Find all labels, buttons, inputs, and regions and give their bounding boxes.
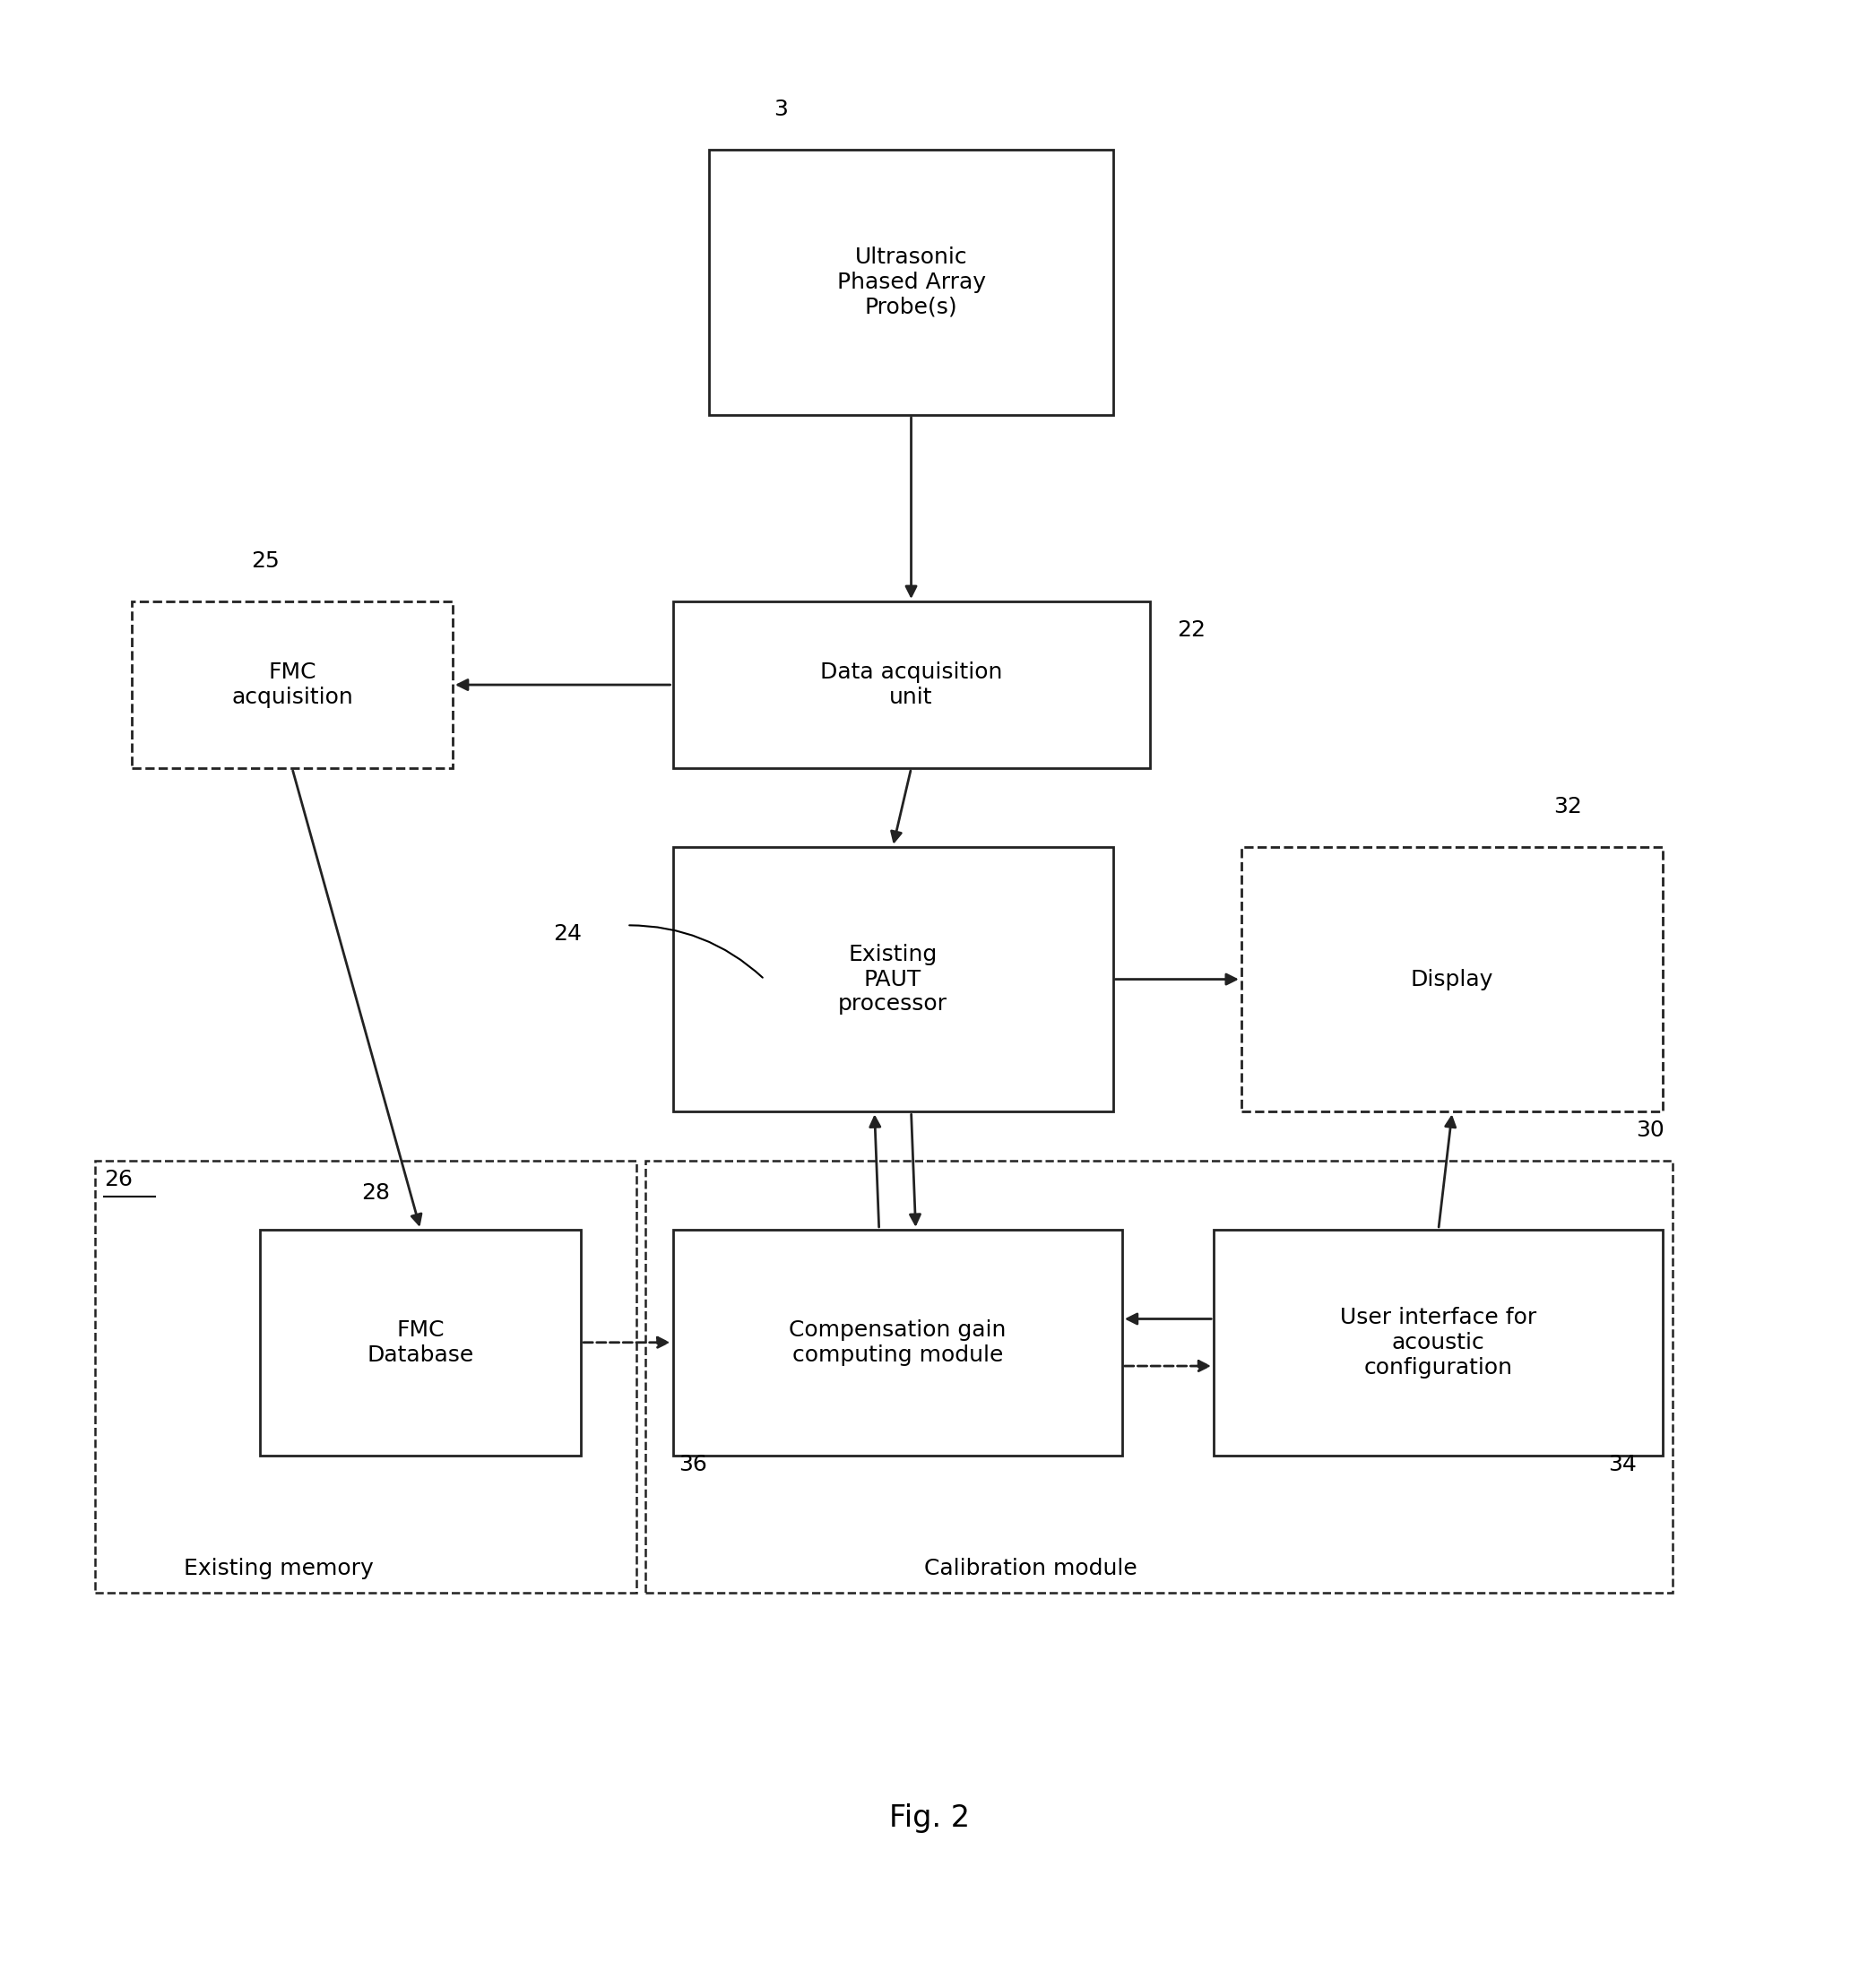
- Bar: [673, 847, 1114, 1111]
- Text: FMC
Database: FMC Database: [366, 1320, 474, 1366]
- Bar: [95, 1161, 636, 1592]
- Text: Existing
PAUT
processor: Existing PAUT processor: [838, 944, 948, 1016]
- Bar: [673, 1229, 1123, 1455]
- Text: 36: 36: [679, 1453, 706, 1475]
- Bar: [1214, 1229, 1664, 1455]
- Bar: [645, 1161, 1673, 1592]
- Text: 30: 30: [1636, 1119, 1664, 1141]
- Text: 3: 3: [773, 99, 788, 121]
- Text: User interface for
acoustic
configuration: User interface for acoustic configuratio…: [1340, 1306, 1537, 1378]
- Text: FMC
acquisition: FMC acquisition: [231, 662, 353, 708]
- Text: 22: 22: [1177, 618, 1206, 640]
- Text: 26: 26: [104, 1169, 132, 1191]
- Text: 28: 28: [361, 1183, 390, 1205]
- Text: 24: 24: [554, 922, 582, 944]
- Bar: [1242, 847, 1664, 1111]
- Text: Calibration module: Calibration module: [924, 1557, 1138, 1578]
- Text: Fig. 2: Fig. 2: [889, 1803, 970, 1833]
- Text: 25: 25: [251, 551, 279, 573]
- Text: 32: 32: [1552, 795, 1582, 817]
- Text: Compensation gain
computing module: Compensation gain computing module: [788, 1320, 1006, 1366]
- Bar: [710, 149, 1114, 415]
- Text: Display: Display: [1411, 968, 1493, 990]
- Text: Existing memory: Existing memory: [184, 1557, 374, 1578]
- Bar: [673, 602, 1149, 767]
- Bar: [260, 1229, 582, 1455]
- Text: 34: 34: [1608, 1453, 1636, 1475]
- Bar: [132, 602, 452, 767]
- Text: Data acquisition
unit: Data acquisition unit: [820, 662, 1002, 708]
- Text: Ultrasonic
Phased Array
Probe(s): Ultrasonic Phased Array Probe(s): [837, 247, 985, 318]
